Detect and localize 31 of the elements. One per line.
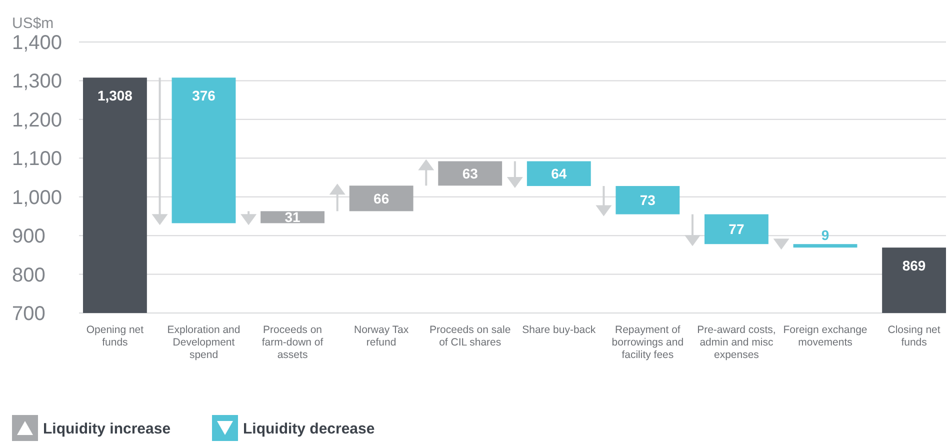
legend-label: Liquidity increase [43,420,171,438]
y-tick-label: 1,400 [12,32,62,54]
data-label: 376 [192,88,216,104]
x-tick-label: Proceeds on farm-down of assets [262,324,324,361]
x-tick-label: Opening net funds [86,324,144,348]
data-label: 63 [462,165,478,182]
legend-label: Liquidity decrease [243,420,375,438]
y-axis-title: US$m [12,15,54,32]
data-label: 9 [821,227,830,244]
y-tick-label: 800 [12,264,46,286]
data-label: 77 [728,221,744,238]
x-tick-label: Exploration and Development spend [167,324,240,361]
data-label: 66 [374,190,390,206]
data-label: 31 [284,209,301,226]
x-tick-label: Norway Tax refund [354,324,410,348]
y-tick-label: 900 [12,226,46,248]
y-tick-label: 700 [12,303,46,325]
x-tick-label: Share buy-back [522,324,596,336]
data-label: 64 [551,166,567,182]
y-tick-label: 1,300 [12,70,62,93]
data-label: 73 [640,192,656,208]
x-tick-label: Foreign exchange movements [783,324,868,348]
x-tick-label: Repayment of borrowings and facility fees [612,324,684,361]
data-label: 1,308 [97,88,133,104]
y-tick-label: 1,000 [12,186,62,209]
data-label: 869 [902,257,926,274]
y-tick-label: 1,200 [12,109,62,132]
x-tick-label: Pre-award costs, admin and misc expenses [697,324,776,361]
x-tick-label: Proceeds on sale of CIL shares [430,324,511,348]
x-tick-label: Closing net funds [888,324,940,348]
y-tick-label: 1,100 [12,148,62,170]
